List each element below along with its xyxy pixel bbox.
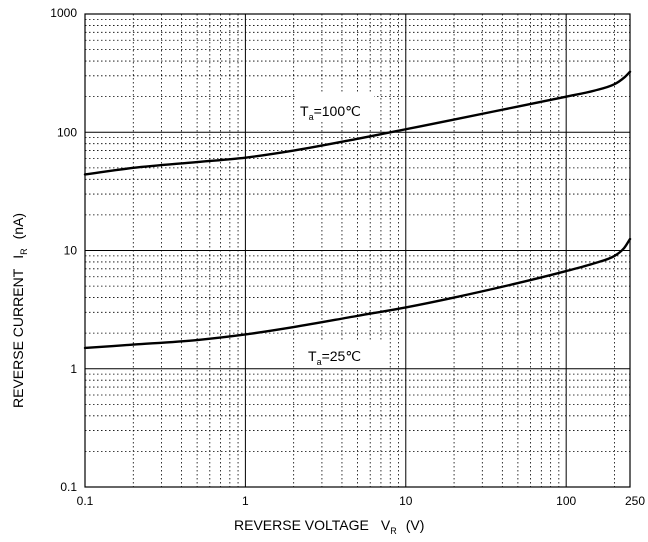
x-tick-label: 0.1 [77, 494, 94, 508]
y-tick-labels: 0.1 1 10 100 1000 [50, 6, 77, 494]
y-axis-title-unit: (nA) [10, 213, 26, 239]
x-axis-title-main: REVERSE VOLTAGE [234, 517, 369, 533]
annotation-100-subscript: a [309, 112, 314, 122]
y-tick-label: 1000 [50, 6, 77, 20]
x-axis-title: REVERSE VOLTAGE VR (V) [234, 517, 424, 536]
annotation-ta-25: Ta=25℃ [308, 348, 361, 367]
y-axis-title-main: REVERSE CURRENT [10, 268, 26, 408]
x-axis-title-subscript: R [390, 526, 397, 536]
annotation-100-label: T [300, 103, 309, 119]
annotation-100-bg [296, 94, 374, 122]
y-tick-label: 1 [70, 362, 77, 376]
x-tick-labels: 0.1 1 10 100 250 [77, 494, 646, 508]
x-tick-label: 10 [399, 494, 413, 508]
x-axis-title-unit: (V) [406, 517, 425, 533]
curves [83, 70, 632, 350]
y-tick-label: 100 [57, 125, 77, 139]
annotation-ta-100: Ta=100℃ [300, 103, 361, 122]
x-tick-label: 250 [625, 494, 645, 508]
y-tick-label: 10 [64, 244, 78, 258]
y-axis-title: REVERSE CURRENT IR (nA) [10, 213, 29, 408]
annotation-25-text: =25℃ [322, 348, 361, 364]
annotation-100-text: =100℃ [314, 103, 361, 119]
annotation-25-subscript: a [317, 357, 322, 367]
y-axis-title-symbol: I [10, 255, 26, 259]
major-grid [85, 14, 630, 487]
y-tick-label: 0.1 [60, 480, 77, 494]
x-tick-label: 100 [556, 494, 576, 508]
curve-series-0 [83, 70, 632, 176]
x-axis-title-symbol: V [381, 517, 391, 533]
y-axis-title-subscript: R [19, 248, 29, 255]
annotation-25-label: T [308, 348, 317, 364]
x-tick-label: 1 [242, 494, 249, 508]
curve-series-1 [83, 237, 632, 350]
plot-frame [84, 13, 631, 488]
annotation-25-bg [306, 340, 384, 368]
